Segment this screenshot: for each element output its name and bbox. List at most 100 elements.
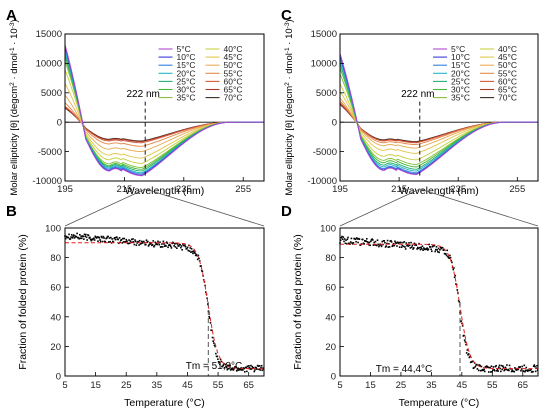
data-point <box>100 235 103 238</box>
tm-label-b: Tm = 51,8°C <box>186 361 243 372</box>
y-axis-title-a-sup3: -3 <box>9 22 16 28</box>
data-point <box>112 241 115 243</box>
legend-a: 5°C10°C15°C20°C25°C30°C35°C 40°C45°C50°C5… <box>158 44 243 103</box>
x-tick-label: 235 <box>450 184 466 195</box>
data-point <box>220 360 223 363</box>
data-point <box>415 244 418 247</box>
data-point <box>495 364 497 367</box>
data-point <box>154 241 157 244</box>
data-point <box>204 284 206 287</box>
data-point <box>463 339 466 341</box>
data-point <box>192 250 195 252</box>
data-point <box>140 240 143 243</box>
data-point <box>189 247 192 249</box>
cd-series-line <box>339 53 538 176</box>
data-point <box>439 246 442 249</box>
data-point <box>534 365 536 368</box>
data-point <box>148 243 150 246</box>
data-point <box>496 369 498 372</box>
data-point <box>404 248 407 250</box>
connector-line-c-left <box>339 188 420 227</box>
data-point <box>198 257 200 260</box>
data-point <box>174 246 177 248</box>
data-point <box>437 247 440 250</box>
data-point <box>395 242 398 244</box>
data-point <box>412 247 415 249</box>
data-point <box>126 240 128 242</box>
data-point <box>71 237 74 239</box>
data-point <box>122 241 125 243</box>
x-tick-label: 5 <box>337 380 342 391</box>
cd-series-group-a <box>64 44 264 177</box>
data-point <box>72 234 75 236</box>
data-point <box>141 242 144 244</box>
data-point <box>386 242 388 245</box>
y-tick-label: 10000 <box>311 59 337 70</box>
data-point <box>342 236 345 238</box>
data-point <box>258 365 261 367</box>
data-point <box>378 244 381 246</box>
data-point <box>221 365 224 368</box>
data-point <box>200 265 202 267</box>
cd-series-line <box>339 97 538 149</box>
data-point <box>530 368 532 371</box>
y-tick-label: 0 <box>331 372 336 383</box>
data-point <box>260 364 263 367</box>
data-point <box>107 235 109 238</box>
data-point <box>184 244 186 246</box>
data-point <box>74 235 76 237</box>
data-point <box>117 238 120 241</box>
data-point <box>89 238 92 241</box>
data-point <box>514 367 516 369</box>
data-point <box>458 301 461 303</box>
data-point <box>483 370 486 373</box>
data-point <box>428 243 430 246</box>
y-axis-title-a-main: Molar ellipticity [θ] (degcm <box>9 86 20 196</box>
x-tick-label: 55 <box>213 380 224 391</box>
data-point <box>200 269 203 272</box>
data-point <box>377 243 379 246</box>
data-point <box>453 276 456 279</box>
data-point <box>411 244 414 247</box>
data-point <box>103 237 105 239</box>
data-point <box>184 245 187 248</box>
data-point <box>416 248 418 250</box>
data-point <box>526 369 528 372</box>
data-point <box>194 252 196 254</box>
data-point <box>452 268 455 271</box>
data-point <box>435 246 438 248</box>
data-point <box>76 232 78 235</box>
data-point <box>384 241 386 244</box>
data-point <box>97 240 99 242</box>
data-point <box>429 246 432 248</box>
data-point <box>173 243 176 245</box>
data-point <box>366 237 368 240</box>
data-point <box>259 369 262 371</box>
data-point <box>227 367 230 370</box>
data-point <box>374 240 377 243</box>
data-point <box>449 254 451 257</box>
data-point <box>81 237 83 240</box>
data-point <box>145 243 147 246</box>
legend-label: 10°C <box>177 52 196 62</box>
data-point <box>256 368 258 370</box>
legend-label: 10°C <box>451 52 470 62</box>
data-point <box>467 354 469 356</box>
x-tick-label: 15 <box>365 380 376 391</box>
data-point <box>190 251 192 253</box>
y-axis-title-b: Fraction of folded protein (%) <box>17 234 29 369</box>
panel-letter-b: B <box>6 203 17 220</box>
data-point <box>85 233 87 236</box>
data-point <box>517 368 520 371</box>
data-point <box>372 244 375 247</box>
data-point <box>371 238 373 240</box>
data-point <box>187 249 190 252</box>
data-point <box>503 369 505 372</box>
cd-series-group-c <box>339 53 538 176</box>
data-point <box>101 236 103 239</box>
data-point <box>508 364 511 367</box>
x-tick-label: 215 <box>391 184 407 195</box>
data-point <box>251 365 254 368</box>
data-point <box>201 270 204 273</box>
data-point <box>180 246 182 249</box>
